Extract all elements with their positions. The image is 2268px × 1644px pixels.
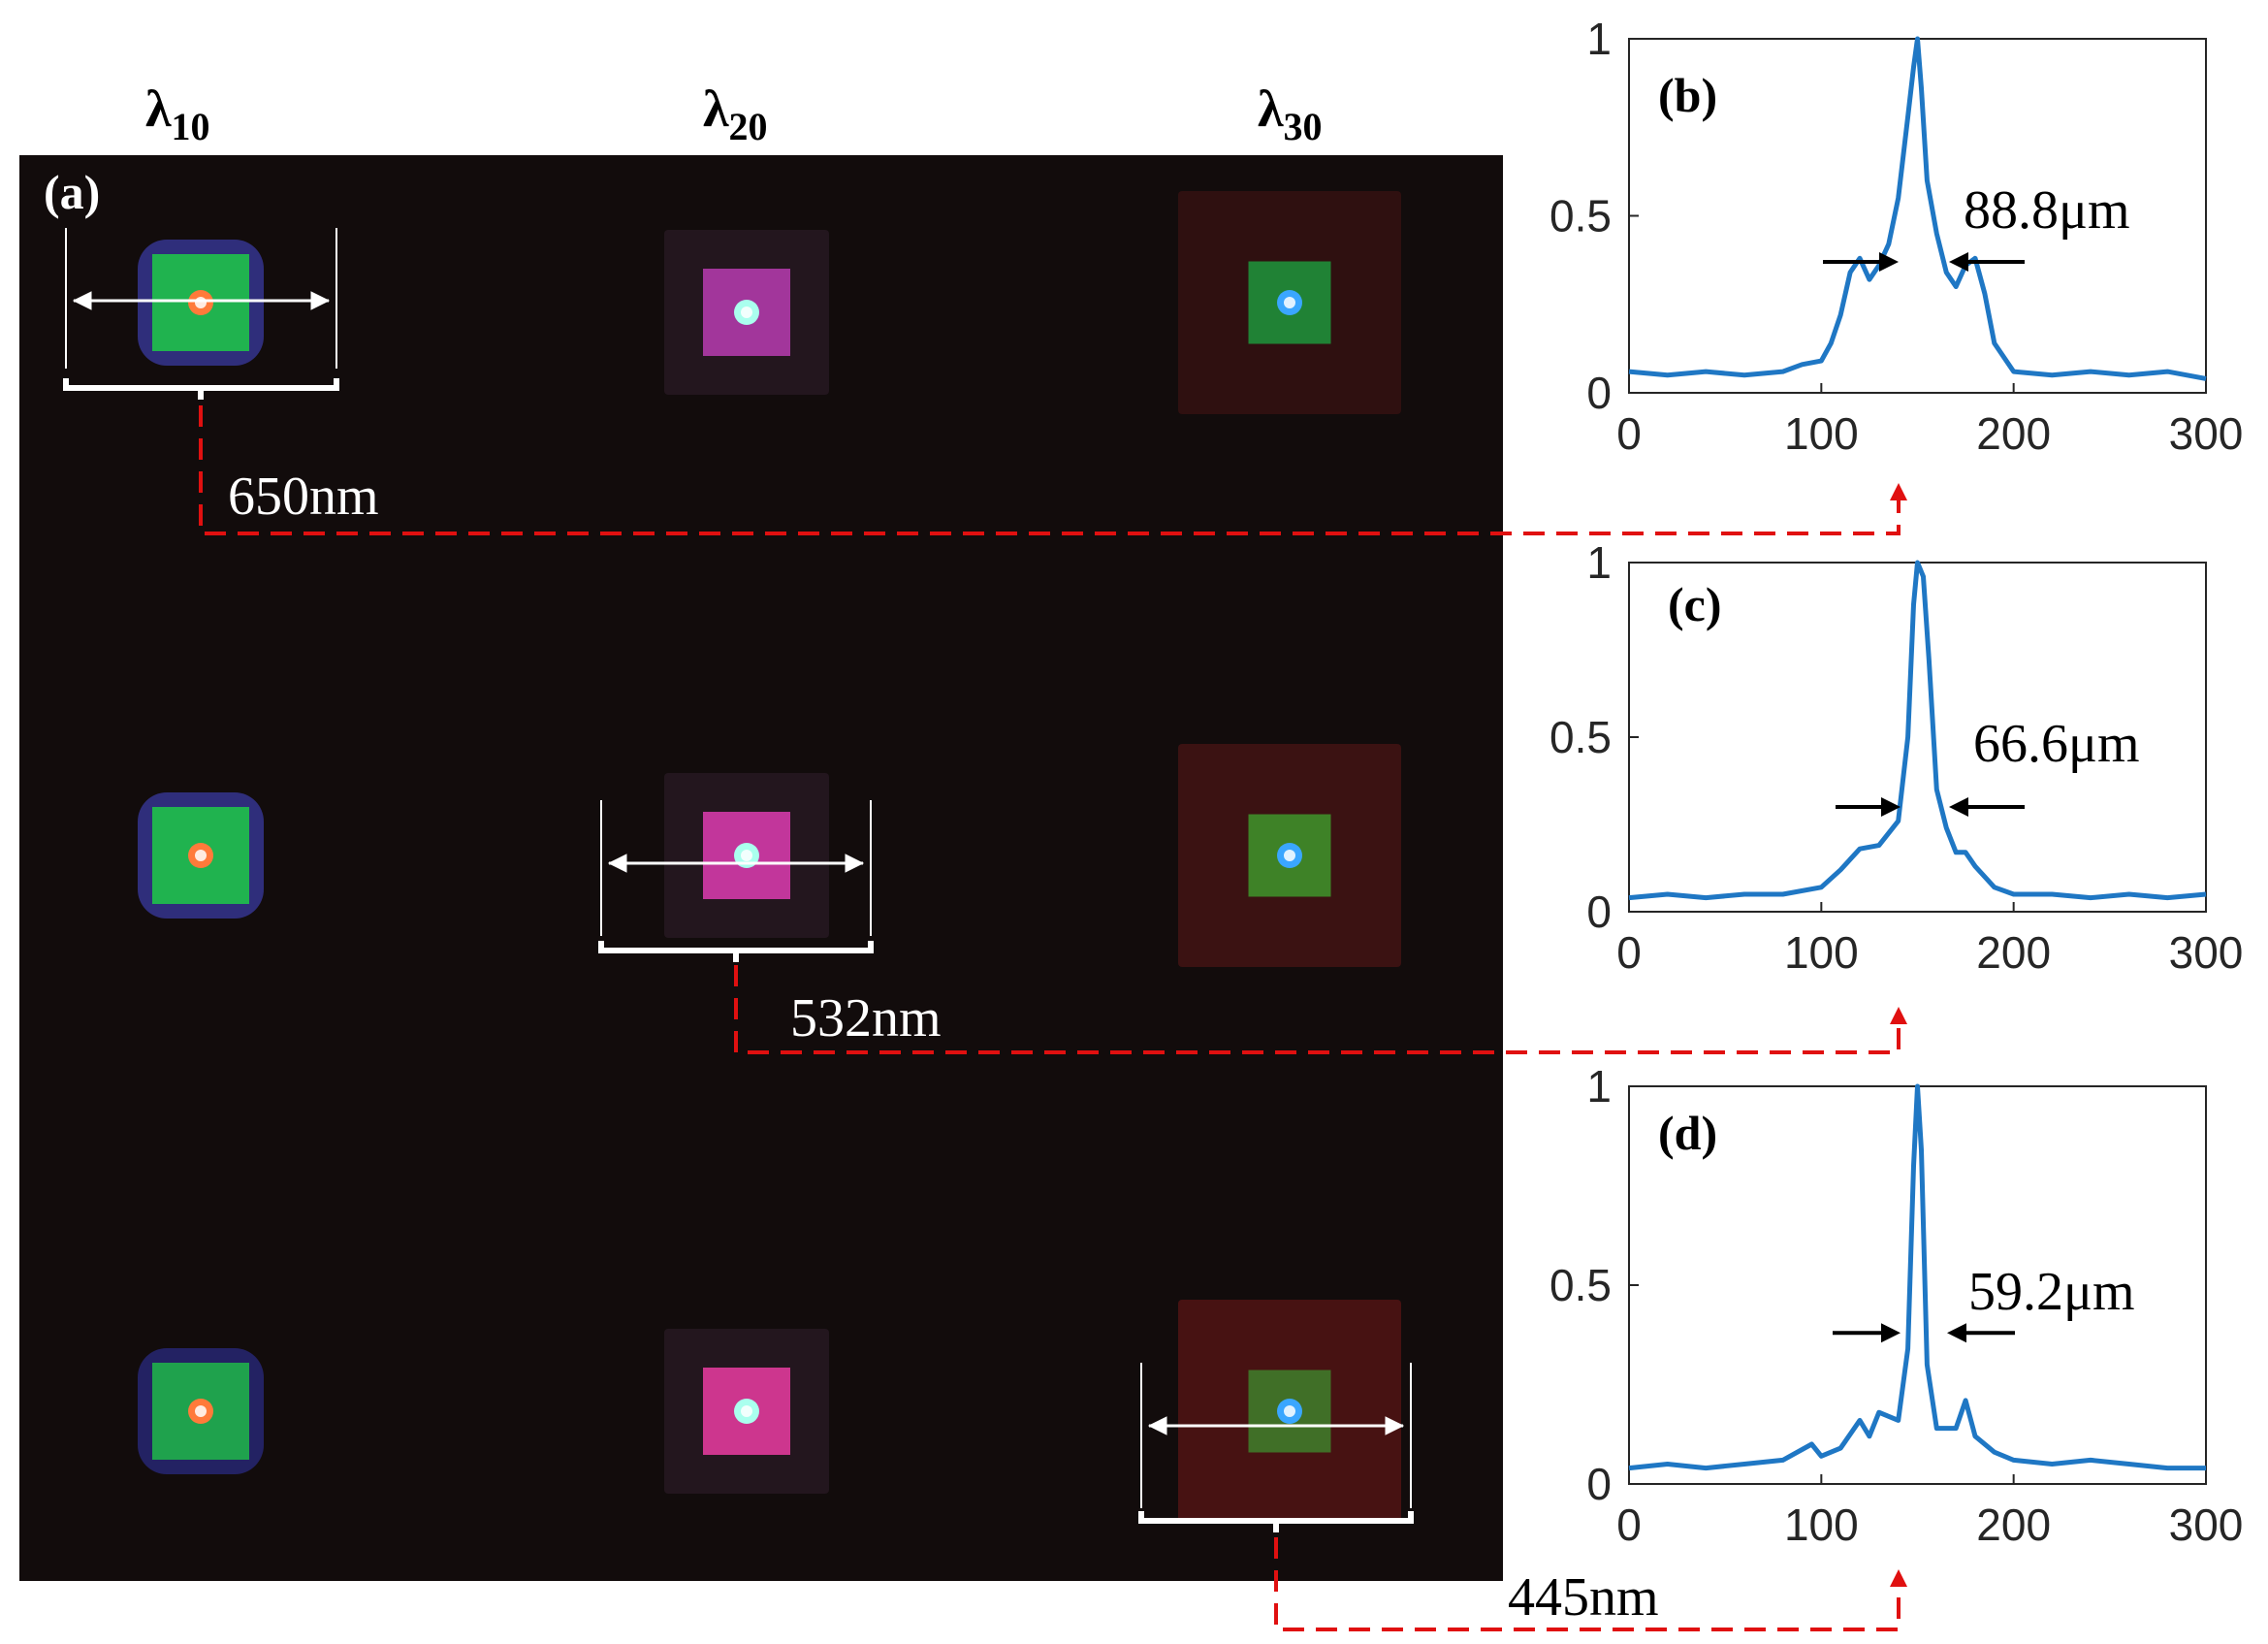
y-tick-label: 0: [1586, 368, 1612, 418]
panel-label: (c): [1668, 577, 1722, 631]
width-marker-650: [63, 228, 339, 400]
x-tick-label: 100: [1784, 1499, 1859, 1550]
x-tick-label: 0: [1616, 927, 1642, 978]
focus-spot-r1-c3: [1178, 191, 1401, 414]
fwhm-annotation: 59.2μm: [1968, 1262, 2135, 1322]
column-header-lambda-10: λ10: [145, 80, 210, 148]
x-tick-label: 100: [1784, 927, 1859, 978]
fwhm-arrowhead-left: [1879, 251, 1899, 272]
width-marker-445: [1138, 1363, 1414, 1532]
fwhm-annotation: 66.6μm: [1973, 714, 2140, 774]
chart-frame: [1628, 562, 2207, 913]
focus-core-center: [1284, 1405, 1295, 1417]
column-header-lambda-30: λ30: [1258, 80, 1323, 148]
wavelength-label-650: 650nm: [228, 467, 379, 527]
focus-core-center: [1284, 850, 1295, 861]
chart-d: 0 100 200 300 0 0.5 1 (d) 59.2μm: [1549, 1061, 2243, 1550]
column-header-lambda-20: λ20: [703, 80, 768, 148]
connector-650: [199, 405, 1901, 535]
focus-spot-r3-c2: [664, 1329, 829, 1494]
focus-core-center: [741, 850, 752, 861]
focus-spot-r1-c2: [664, 230, 829, 395]
connector-445-arrowhead: [1890, 1569, 1907, 1587]
profile-line: [1628, 1083, 2206, 1471]
focus-spot-r3-c1: [138, 1348, 264, 1474]
y-tick-label: 0: [1586, 1459, 1612, 1509]
x-tick-label: 300: [2169, 408, 2244, 459]
fwhm-arrowhead-right: [1949, 251, 1968, 272]
focus-spot-r3-c3: [1178, 1300, 1401, 1523]
profile-line: [1628, 560, 2207, 901]
chart-frame: [1628, 1085, 2207, 1485]
x-tick-label: 200: [1976, 1499, 2051, 1550]
focus-core-center: [741, 1405, 752, 1417]
connector-532: [734, 965, 1901, 1054]
width-marker-532: [598, 800, 874, 962]
focus-core-center: [195, 850, 207, 861]
x-tick-label: 300: [2169, 1499, 2244, 1550]
x-tick-label: 100: [1784, 408, 1859, 459]
y-tick-label: 1: [1586, 14, 1612, 64]
connector-532-arrowhead: [1890, 1007, 1907, 1024]
fwhm-arrowhead-left: [1881, 797, 1901, 817]
focus-spot-r1-c1: [138, 240, 264, 366]
focus-spot-r2-c2: [664, 773, 829, 938]
connector-445: [1274, 1537, 1901, 1631]
y-tick-label: 0.5: [1549, 712, 1612, 762]
x-tick-label: 300: [2169, 927, 2244, 978]
focus-core-center: [1284, 297, 1295, 308]
fwhm-arrowhead-right: [1949, 797, 1968, 817]
y-tick-label: 1: [1586, 1061, 1612, 1112]
fwhm-arrowhead-left: [1881, 1323, 1901, 1343]
focus-core-center: [195, 297, 207, 308]
wavelength-label-445: 445nm: [1508, 1567, 1659, 1628]
chart-c: 0 100 200 300 0 0.5 1 (c) 66.6μm: [1549, 537, 2243, 978]
fwhm-annotation: 88.8μm: [1964, 180, 2130, 241]
x-tick-label: 0: [1616, 408, 1642, 459]
x-tick-label: 200: [1976, 927, 2051, 978]
panel-label: (b): [1658, 68, 1717, 122]
profile-line: [1628, 36, 2207, 381]
y-tick-label: 0: [1586, 886, 1612, 937]
foci-layer: [138, 191, 1401, 1523]
y-tick-label: 0.5: [1549, 1260, 1612, 1310]
focus-core-center: [741, 306, 752, 318]
focus-spot-r2-c1: [138, 792, 264, 919]
panel-label: (d): [1658, 1106, 1717, 1160]
x-tick-label: 0: [1616, 1499, 1642, 1550]
wavelength-label-532: 532nm: [790, 988, 942, 1048]
chart-b: 0 100 200 300 0 0.5 1 (b) 88.8μm: [1549, 14, 2243, 459]
x-tick-label: 200: [1976, 408, 2051, 459]
focus-spot-r2-c3: [1178, 744, 1401, 967]
y-tick-label: 1: [1586, 537, 1612, 588]
focus-core-center: [195, 1405, 207, 1417]
panel-a-label: (a): [44, 165, 100, 219]
fwhm-arrowhead-right: [1947, 1323, 1966, 1343]
connector-650-arrowhead: [1890, 483, 1907, 500]
y-tick-label: 0.5: [1549, 191, 1612, 242]
chart-frame: [1628, 38, 2207, 394]
